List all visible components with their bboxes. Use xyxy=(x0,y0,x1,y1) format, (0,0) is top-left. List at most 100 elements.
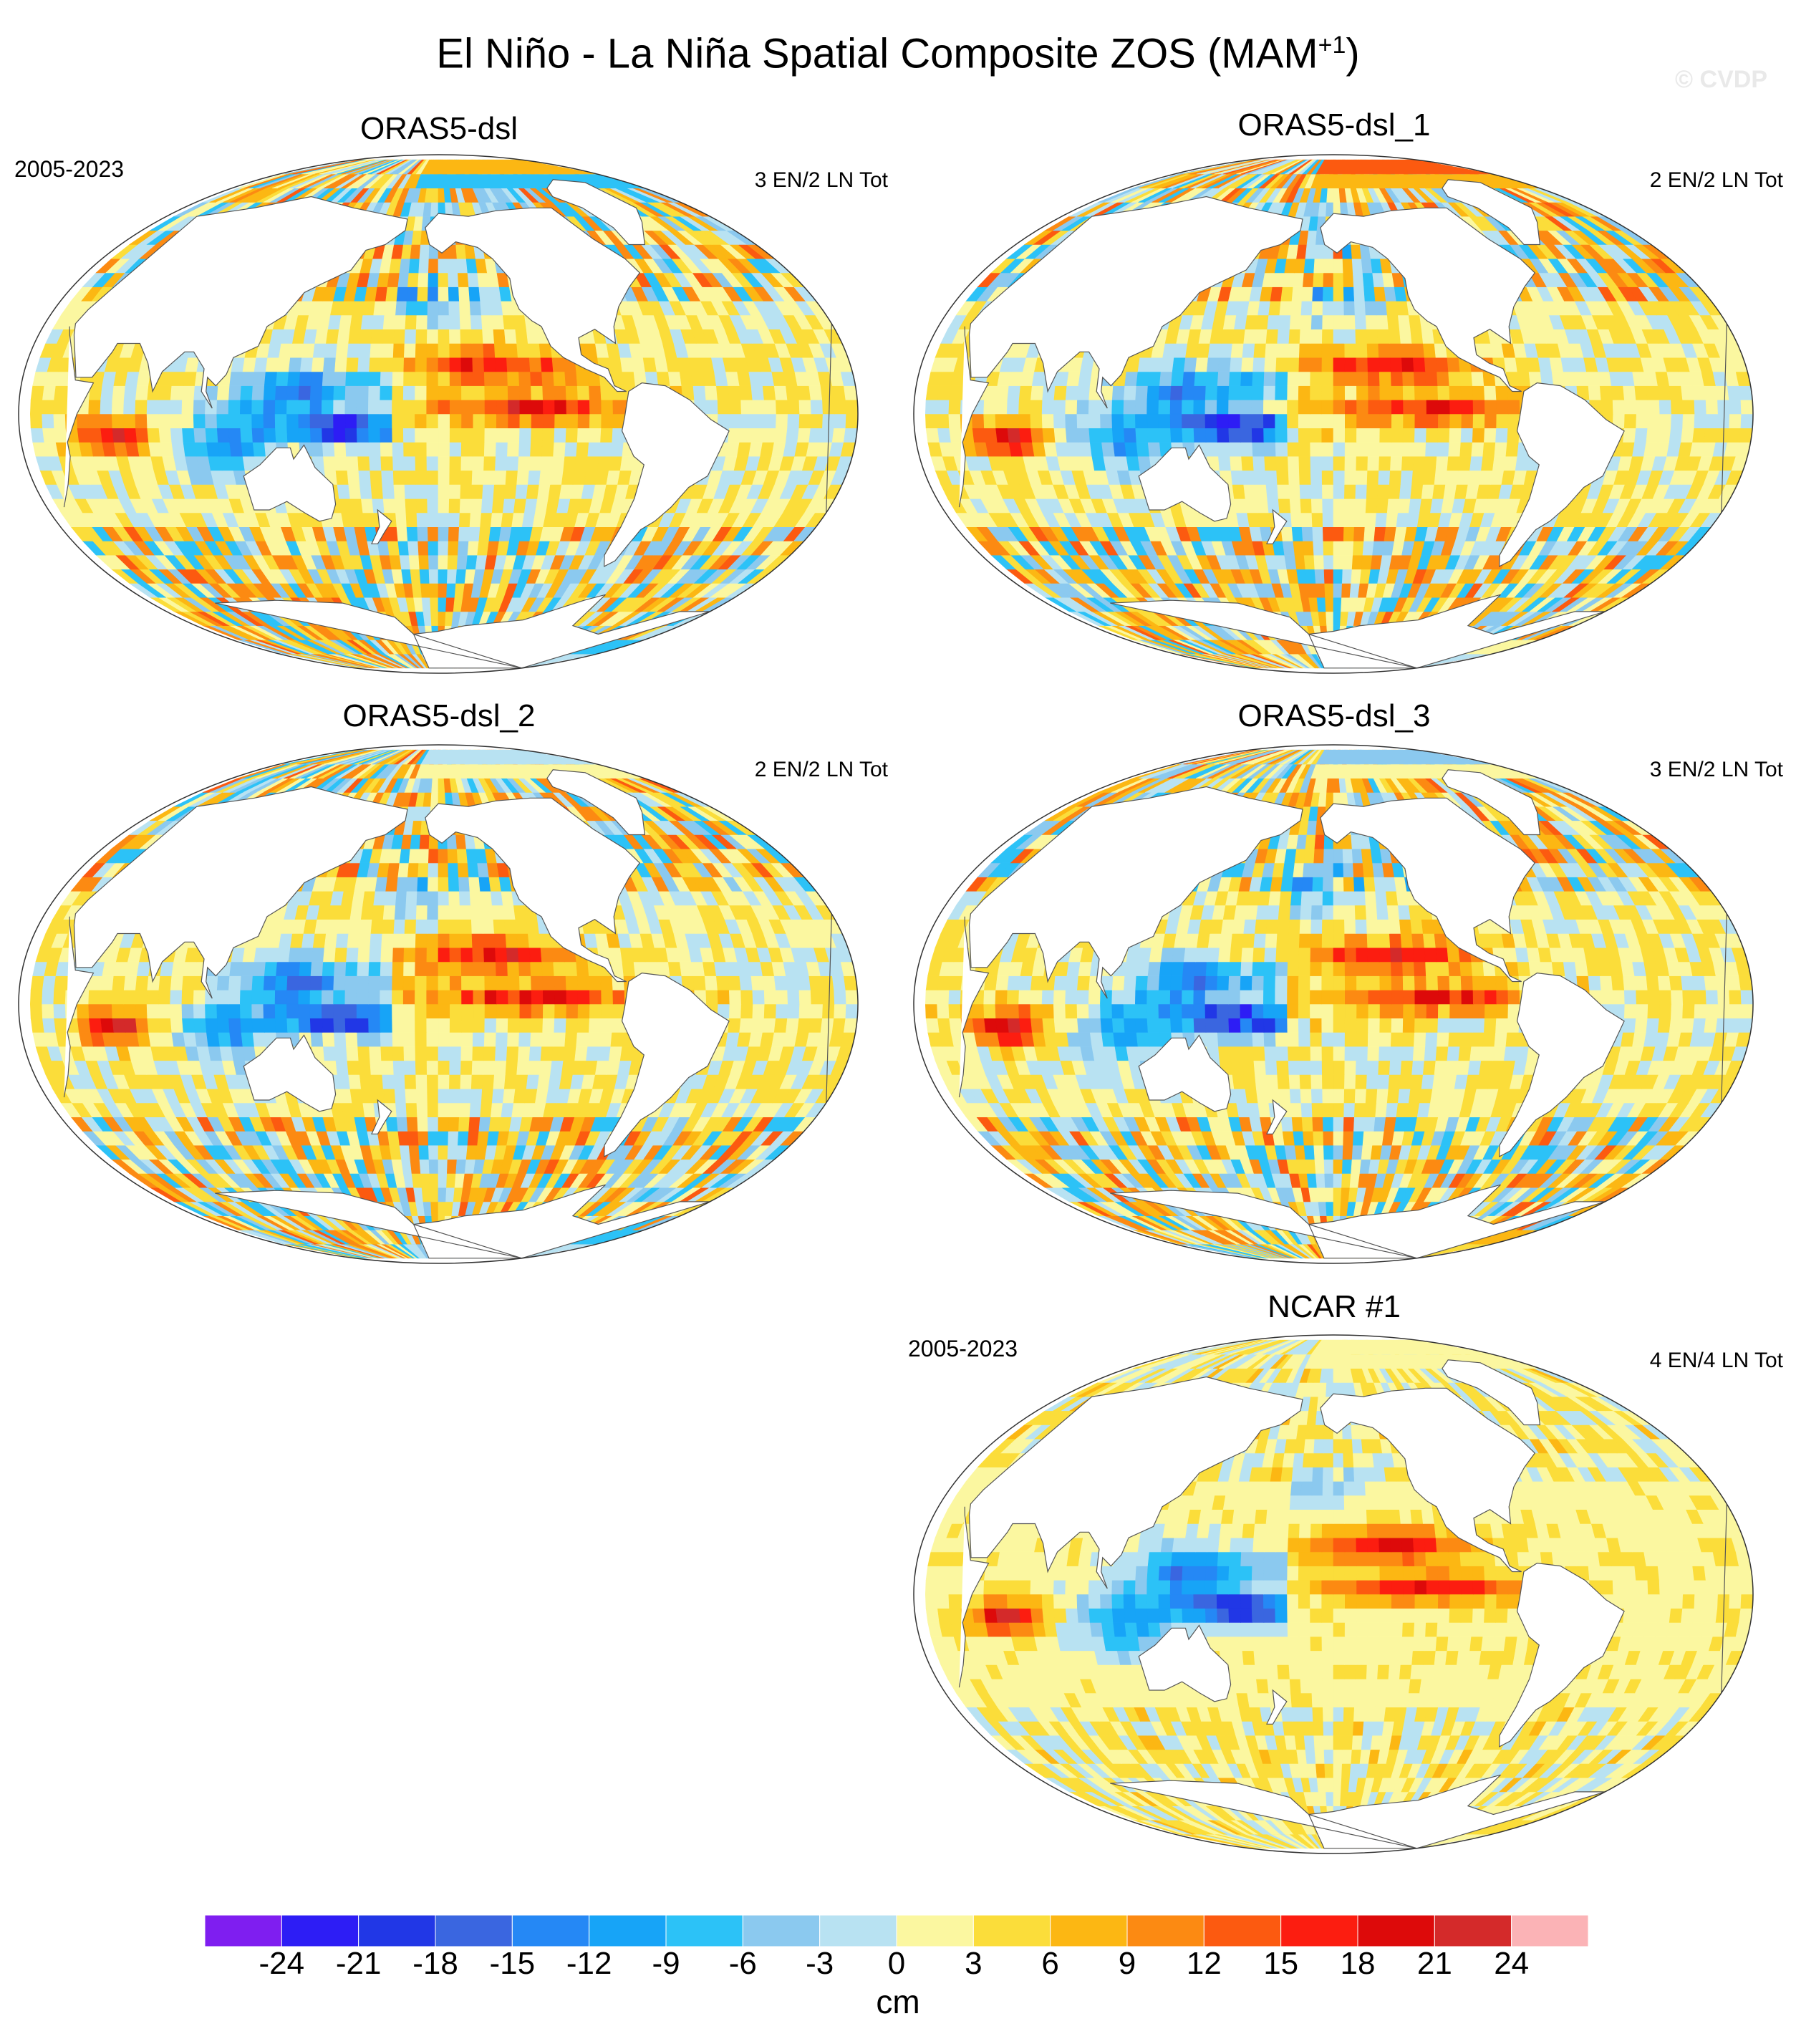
greenland-outline xyxy=(1442,769,1541,836)
figure-title-close: ) xyxy=(1346,30,1360,77)
new-zealand-outline xyxy=(1266,1689,1288,1725)
colorbar-bin xyxy=(742,1914,821,1947)
panel-title-oras5-dsl-3: ORAS5-dsl_3 xyxy=(1237,698,1431,733)
colorbar-tick-label: -18 xyxy=(412,1946,458,1978)
colorbar-bin xyxy=(1357,1914,1435,1947)
map-oras5-dsl-3 xyxy=(905,742,1762,1266)
map-border xyxy=(18,744,859,1264)
greenland-outline xyxy=(546,179,646,246)
colorbar-bin xyxy=(1434,1914,1512,1947)
figure-title-text: El Niño - La Niña Spatial Composite ZOS … xyxy=(436,30,1318,77)
panel-counts-oras5-dsl-3: 3 EN/2 LN Tot xyxy=(1649,758,1783,781)
colorbar-bin xyxy=(819,1914,897,1947)
colorbar-bin xyxy=(1280,1914,1358,1947)
south-america-outline xyxy=(1499,972,1625,1157)
panel-title-oras5-dsl: ORAS5-dsl xyxy=(359,111,518,146)
panel-title-oras5-dsl-1: ORAS5-dsl_1 xyxy=(1237,107,1431,143)
colorbar-tick-label: 21 xyxy=(1417,1946,1452,1978)
antarctica-outline xyxy=(215,1184,710,1259)
colorbar-tick-label: 12 xyxy=(1187,1946,1222,1978)
map-svg xyxy=(913,744,1754,1264)
colorbar-tick-label: 15 xyxy=(1263,1946,1298,1978)
antarctica-outline xyxy=(215,594,710,669)
map-border xyxy=(913,154,1754,674)
panel-counts-oras5-dsl-2: 2 EN/2 LN Tot xyxy=(754,758,888,781)
colorbar-bin xyxy=(1203,1914,1282,1947)
colorbar-bin xyxy=(435,1914,513,1947)
colorbar-tick-label: -3 xyxy=(806,1946,834,1978)
ocean-anomaly-field xyxy=(29,159,858,669)
new-zealand-outline xyxy=(1266,1099,1288,1134)
australia-outline xyxy=(243,444,337,522)
colorbar-tick-label: -15 xyxy=(490,1946,536,1978)
colorbar-tick-label: 0 xyxy=(888,1946,905,1978)
colorbar-bin xyxy=(204,1914,282,1947)
panel-title-ncar-1: NCAR #1 xyxy=(1268,1289,1401,1324)
new-zealand-outline xyxy=(1266,508,1288,544)
colorbar-bin xyxy=(1126,1914,1204,1947)
colorbar-units: cm xyxy=(876,1983,920,2020)
ocean-anomaly-field xyxy=(924,1339,1753,1849)
ocean-anomaly-field xyxy=(924,159,1753,669)
map-border xyxy=(913,1334,1754,1854)
colorbar-tick-label: -6 xyxy=(729,1946,757,1978)
antarctica-outline xyxy=(1110,1774,1606,1849)
map-ncar-1 xyxy=(905,1332,1762,1856)
figure-title: El Niño - La Niña Spatial Composite ZOS … xyxy=(0,20,1796,79)
asia-outline xyxy=(73,196,408,409)
australia-outline xyxy=(1138,1624,1232,1702)
colorbar-tick-label: -12 xyxy=(566,1946,612,1978)
colorbar-tick-label: 6 xyxy=(1041,1946,1058,1978)
north-america-outline xyxy=(1320,207,1536,392)
map-svg xyxy=(18,154,859,674)
panel-counts-ncar-1: 4 EN/4 LN Tot xyxy=(1649,1349,1783,1372)
colorbar-tick-label: 3 xyxy=(965,1946,982,1978)
new-zealand-outline xyxy=(371,1099,392,1134)
asia-outline xyxy=(968,1376,1303,1589)
colorbar-tick-label: -9 xyxy=(652,1946,680,1978)
greenland-outline xyxy=(1442,179,1541,246)
panel-title-oras5-dsl-2: ORAS5-dsl_2 xyxy=(342,698,536,733)
greenland-outline xyxy=(1442,1359,1541,1426)
map-svg xyxy=(18,744,859,1264)
colorbar-bin xyxy=(972,1914,1051,1947)
map-svg xyxy=(913,154,1754,674)
antarctica-outline xyxy=(1110,594,1606,669)
australia-outline xyxy=(1138,444,1232,522)
asia-outline xyxy=(73,786,408,999)
north-america-outline xyxy=(425,797,641,983)
asia-outline xyxy=(968,786,1303,999)
greenland-outline xyxy=(546,769,646,836)
new-zealand-outline xyxy=(371,508,392,544)
cvdp-watermark: © CVDP xyxy=(1675,66,1767,93)
colorbar-tick-label: 18 xyxy=(1341,1946,1376,1978)
panel-counts-oras5-dsl: 3 EN/2 LN Tot xyxy=(754,168,888,192)
figure-title-superscript: +1 xyxy=(1318,32,1346,59)
south-america-outline xyxy=(604,382,730,567)
map-oras5-dsl-2 xyxy=(10,742,866,1266)
colorbar-bin xyxy=(358,1914,436,1947)
north-america-outline xyxy=(1320,797,1536,983)
map-oras5-dsl xyxy=(10,152,866,676)
australia-outline xyxy=(1138,1034,1232,1112)
colorbar-bin xyxy=(665,1914,743,1947)
south-america-outline xyxy=(1499,382,1625,567)
panel-period-oras5-dsl: 2005-2023 xyxy=(14,156,125,182)
south-america-outline xyxy=(604,972,730,1157)
ocean-anomaly-field xyxy=(29,749,858,1259)
colorbar-bin xyxy=(1050,1914,1128,1947)
ocean-anomaly-field xyxy=(924,749,1753,1259)
australia-outline xyxy=(243,1034,337,1112)
colorbar-bin xyxy=(281,1914,359,1947)
panel-period-ncar-1: 2005-2023 xyxy=(908,1336,1018,1361)
north-america-outline xyxy=(1320,1387,1536,1573)
colorbar-tick-label: -21 xyxy=(336,1946,382,1978)
colorbar-bin xyxy=(589,1914,667,1947)
colorbar-tick-label: 9 xyxy=(1119,1946,1136,1978)
asia-outline xyxy=(968,196,1303,409)
north-america-outline xyxy=(425,207,641,392)
map-border xyxy=(913,744,1754,1264)
antarctica-outline xyxy=(1110,1184,1606,1259)
colorbar-tick-label: -24 xyxy=(259,1946,305,1978)
south-america-outline xyxy=(1499,1562,1625,1747)
